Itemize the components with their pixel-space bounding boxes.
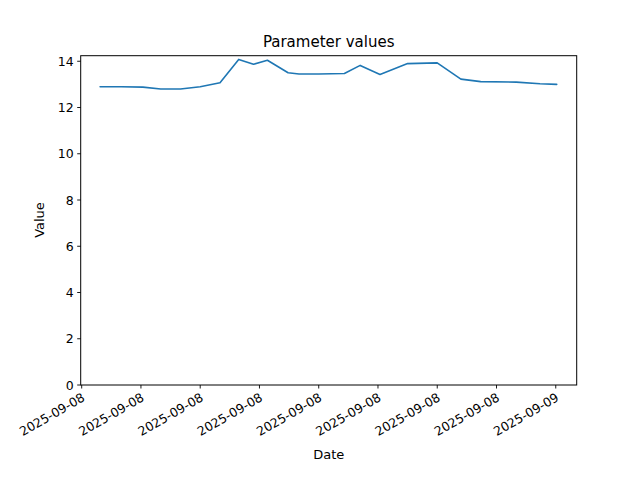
plot-area	[81, 56, 577, 385]
x-tick-label: 2025-09-08	[432, 390, 502, 439]
figure: 02468101214 2025-09-082025-09-082025-09-…	[0, 0, 640, 480]
x-tick-label: 2025-09-08	[76, 390, 146, 439]
y-axis-label: Value	[32, 202, 47, 238]
x-axis-label: Date	[313, 447, 344, 462]
y-tick-label: 6	[66, 239, 74, 254]
x-tick-label: 2025-09-08	[17, 390, 87, 439]
x-axis-ticks: 2025-09-082025-09-082025-09-082025-09-08…	[17, 385, 562, 439]
series-line	[100, 59, 557, 89]
y-axis-ticks: 0 2 4 6 8 10 12 14	[58, 54, 81, 393]
x-tick-label: 2025-09-08	[372, 390, 442, 439]
y-tick-label: 4	[66, 285, 74, 300]
chart-canvas: 02468101214 2025-09-082025-09-082025-09-…	[0, 0, 640, 480]
y-tick-label: 14	[58, 54, 74, 69]
series-group	[100, 59, 557, 89]
x-tick-label: 2025-09-08	[195, 390, 265, 439]
x-tick-label: 2025-09-09	[491, 390, 561, 439]
y-tick-label: 0	[66, 378, 74, 393]
y-tick-label: 10	[58, 146, 74, 161]
y-tick-label: 2	[66, 331, 74, 346]
y-tick-label: 8	[66, 193, 74, 208]
chart-title: Parameter values	[263, 33, 395, 51]
x-tick-label: 2025-09-08	[254, 390, 324, 439]
x-tick-label: 2025-09-08	[313, 390, 383, 439]
x-tick-label: 2025-09-08	[135, 390, 205, 439]
y-tick-label: 12	[58, 100, 74, 115]
